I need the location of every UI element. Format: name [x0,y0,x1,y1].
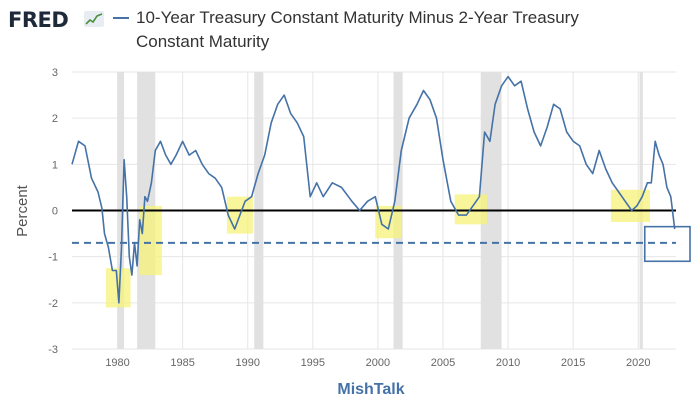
line-chart-icon [84,11,104,27]
series-lines [71,75,676,304]
x-tick-label: 1990 [235,357,259,369]
y-tick-label: 1 [52,159,58,171]
reference-lines [72,209,676,244]
highlight-box [139,205,162,276]
y-axis-label: Percent [14,184,31,237]
legend-series-swatch [113,17,129,19]
x-tick-label: 1995 [301,357,325,369]
y-tick-label: -3 [48,344,58,356]
x-tick-label: 2005 [431,357,455,369]
y-tick-label: 0 [52,206,58,218]
x-axis-label: MishTalk [337,381,404,398]
y-tick-label: 3 [52,67,58,79]
x-tick-label: 1985 [170,357,194,369]
callout-box-group [643,225,691,263]
chart-title: 10-Year Treasury Constant Maturity Minus… [136,8,579,51]
series-line [71,75,676,304]
y-tick-label: 2 [52,113,58,125]
x-tick-label: 2015 [561,357,585,369]
y-tick-label: -1 [48,252,58,264]
x-tick-label: 2000 [366,357,390,369]
chart-header: FRED 10-Year Treasury Constant Maturity … [0,0,700,62]
x-tick-label: 1980 [105,357,129,369]
y-tick-label: -2 [48,298,58,310]
x-tick-label: 2020 [626,357,650,369]
y-tick-labels: -3 -2 -1 0 1 2 3 [48,67,58,356]
highlight-box [610,189,650,223]
x-tick-label: 2010 [496,357,520,369]
fred-logo: FRED [8,8,69,32]
callout-box [643,225,691,263]
x-tick-labels: 1980 1985 1990 1995 2000 2005 2010 2015 2020 [105,357,650,369]
